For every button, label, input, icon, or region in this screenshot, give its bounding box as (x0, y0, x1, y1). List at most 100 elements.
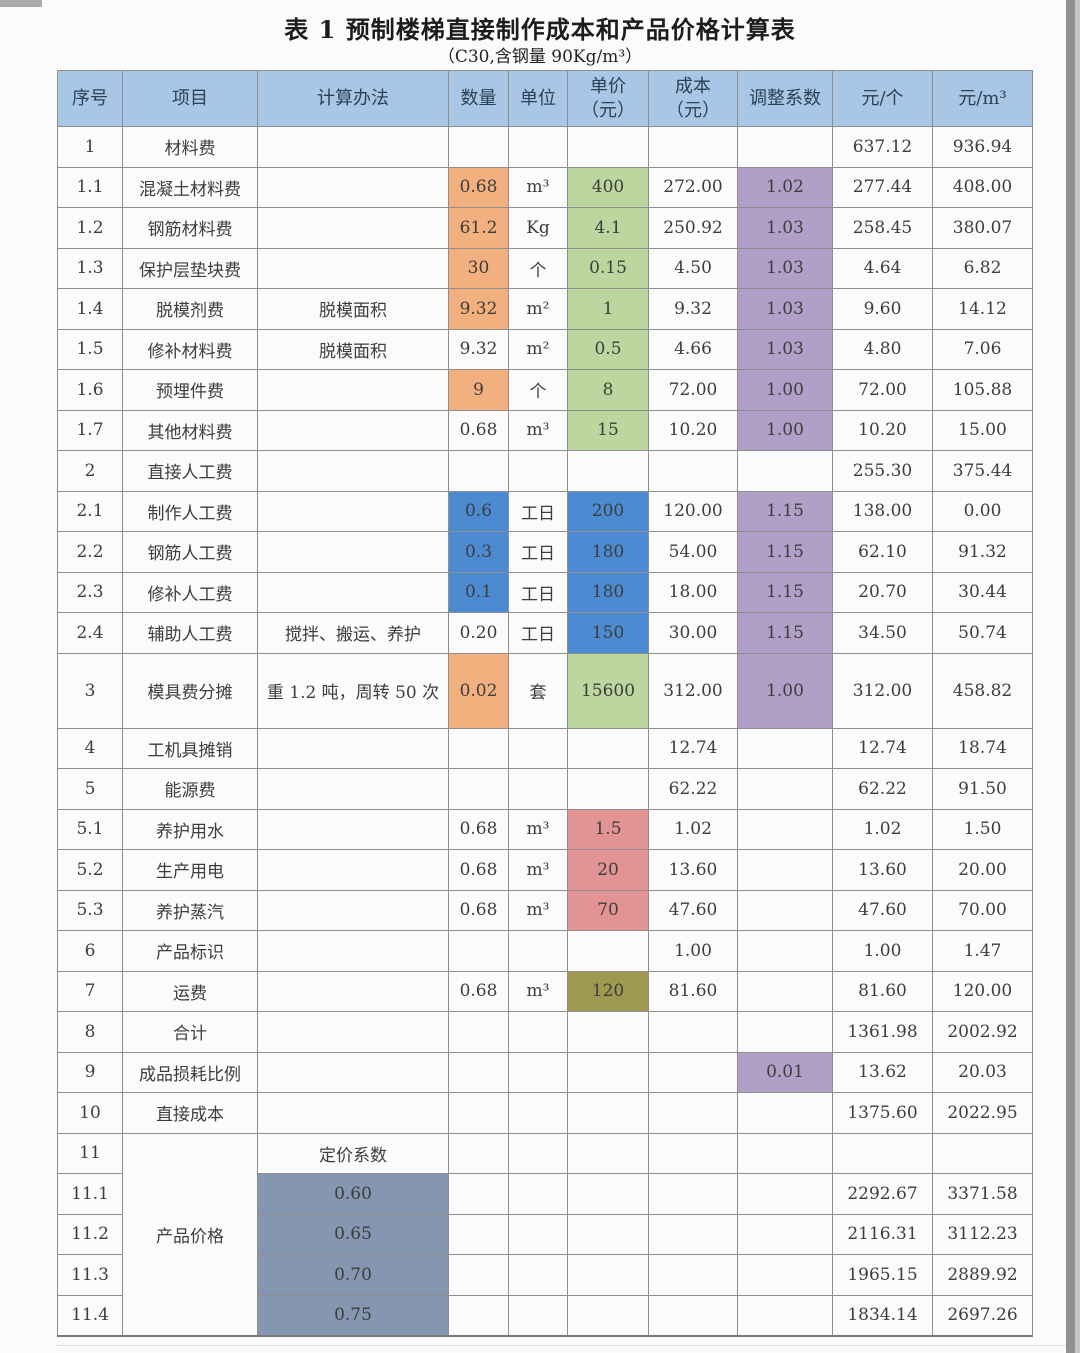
cell-coef-2.1: 1.15 (737, 490, 833, 532)
cell-price-2.3: 180 (567, 571, 649, 613)
cell-method-7 (257, 970, 449, 1012)
cell-qty-5.1: 0.68 (448, 808, 509, 850)
cell-item-10: 直接成本 (122, 1092, 258, 1134)
cell-unit-6 (508, 930, 568, 972)
cell-no-11.3: 11.3 (57, 1254, 123, 1296)
column-header-cost: 成本 （元） (648, 70, 738, 127)
cell-perM3-1: 936.94 (932, 126, 1033, 168)
cell-perPiece-1.6: 72.00 (832, 369, 933, 411)
cell-qty-3: 0.02 (448, 652, 509, 729)
table-row-8: 8 合计 1361.98 2002.92 (57, 1011, 1033, 1053)
cell-price-3: 15600 (567, 652, 649, 729)
cell-no-1: 1 (57, 126, 123, 168)
cell-price-4 (567, 727, 649, 769)
cell-item-1.2: 钢筋材料费 (122, 207, 258, 249)
cell-perPiece-3: 312.00 (832, 652, 933, 729)
cell-qty-1.1: 0.68 (448, 166, 509, 208)
cell-coef-11.2 (737, 1213, 833, 1255)
page-bottom-divider (57, 1345, 1066, 1346)
cell-qty-8 (448, 1011, 509, 1053)
cell-price-1.3: 0.15 (567, 247, 649, 289)
cell-unit-8 (508, 1011, 568, 1053)
cell-unit-5.1: m³ (508, 808, 568, 850)
cell-perPiece-1.5: 4.80 (832, 328, 933, 370)
cell-coef-2 (737, 450, 833, 492)
cell-coef-5.3 (737, 889, 833, 931)
cell-qty-11.2 (448, 1213, 509, 1255)
cell-coef-1.2: 1.03 (737, 207, 833, 249)
cell-method-1.6 (257, 369, 449, 411)
cell-perPiece-2.2: 62.10 (832, 531, 933, 573)
cell-method-5.1 (257, 808, 449, 850)
table-row-4: 4 工机具摊销 12.74 12.74 18.74 (57, 727, 1033, 769)
cell-qty-4 (448, 727, 509, 769)
cell-cost-2.2: 54.00 (648, 531, 738, 573)
table-row-11.3: 11.3 0.70 1965.15 2889.92 (57, 1254, 1033, 1296)
cell-method-11.2: 0.65 (257, 1213, 449, 1255)
cell-coef-3: 1.00 (737, 652, 833, 729)
table-row-2.3: 2.3 修补人工费 0.1 工日 180 18.00 1.15 20.70 30.44 (57, 571, 1033, 613)
cell-no-5: 5 (57, 768, 123, 810)
cell-perPiece-10: 1375.60 (832, 1092, 933, 1134)
cell-price-5.2: 20 (567, 849, 649, 891)
cell-unit-2.3: 工日 (508, 571, 568, 613)
table-row-5.2: 5.2 生产用电 0.68 m³ 20 13.60 13.60 20.00 (57, 849, 1033, 891)
table-row-11.1: 11.1 0.60 2292.67 3371.58 (57, 1173, 1033, 1215)
cell-price-1.4: 1 (567, 288, 649, 330)
cell-no-2: 2 (57, 450, 123, 492)
cell-no-10: 10 (57, 1092, 123, 1134)
cell-unit-2.1: 工日 (508, 490, 568, 532)
cell-perM3-2: 375.44 (932, 450, 1033, 492)
cell-cost-11.2 (648, 1213, 738, 1255)
cell-price-11.2 (567, 1213, 649, 1255)
cell-method-1.1 (257, 166, 449, 208)
cell-item-9: 成品损耗比例 (122, 1051, 258, 1093)
cell-no-1.4: 1.4 (57, 288, 123, 330)
cell-price-1.2: 4.1 (567, 207, 649, 249)
cell-qty-11.3 (448, 1254, 509, 1296)
cell-perPiece-11.1: 2292.67 (832, 1173, 933, 1215)
cell-perPiece-1.1: 277.44 (832, 166, 933, 208)
cell-cost-9 (648, 1051, 738, 1093)
table-row-6: 6 产品标识 1.00 1.00 1.47 (57, 930, 1033, 972)
table-row-10: 10 直接成本 1375.60 2022.95 (57, 1092, 1033, 1134)
cell-no-1.7: 1.7 (57, 409, 123, 451)
cell-unit-1.1: m³ (508, 166, 568, 208)
cell-item-2.3: 修补人工费 (122, 571, 258, 613)
cell-perPiece-4: 12.74 (832, 727, 933, 769)
cell-qty-1.7: 0.68 (448, 409, 509, 451)
cell-item-5: 能源费 (122, 768, 258, 810)
cell-method-2.4: 搅拌、搬运、养护 (257, 612, 449, 654)
cell-perPiece-1.7: 10.20 (832, 409, 933, 451)
cell-price-2.4: 150 (567, 612, 649, 654)
cell-coef-2.3: 1.15 (737, 571, 833, 613)
cell-perPiece-5: 62.22 (832, 768, 933, 810)
table-row-2.2: 2.2 钢筋人工费 0.3 工日 180 54.00 1.15 62.10 91.32 (57, 531, 1033, 573)
cell-unit-2.4: 工日 (508, 612, 568, 654)
cell-perPiece-2.3: 20.70 (832, 571, 933, 613)
cell-cost-2.4: 30.00 (648, 612, 738, 654)
cell-coef-5.1 (737, 808, 833, 850)
table-row-11: 11 产品价格 定价系数 (57, 1132, 1033, 1336)
column-header-qty: 数量 (448, 70, 509, 127)
cell-method-4 (257, 727, 449, 769)
cell-coef-7 (737, 970, 833, 1012)
cell-qty-2.3: 0.1 (448, 571, 509, 613)
cell-perM3-5.1: 1.50 (932, 808, 1033, 850)
cell-method-3: 重 1.2 吨，周转 50 次 (257, 652, 449, 729)
cell-no-11.4: 11.4 (57, 1294, 123, 1336)
cell-unit-1.2: Kg (508, 207, 568, 249)
cell-qty-1.4: 9.32 (448, 288, 509, 330)
cell-cost-10 (648, 1092, 738, 1134)
cell-cost-11.4 (648, 1294, 738, 1336)
cell-price-8 (567, 1011, 649, 1053)
table-row-3: 3 模具费分摊重 1.2 吨，周转 50 次 0.02 套 15600 312.00 1.0… (57, 652, 1033, 729)
cell-qty-9 (448, 1051, 509, 1093)
cell-price-1.7: 15 (567, 409, 649, 451)
cell-unit-4 (508, 727, 568, 769)
cell-item-8: 合计 (122, 1011, 258, 1053)
cell-qty-5.2: 0.68 (448, 849, 509, 891)
cell-price-1.6: 8 (567, 369, 649, 411)
cell-method-1.4: 脱模面积 (257, 288, 449, 330)
